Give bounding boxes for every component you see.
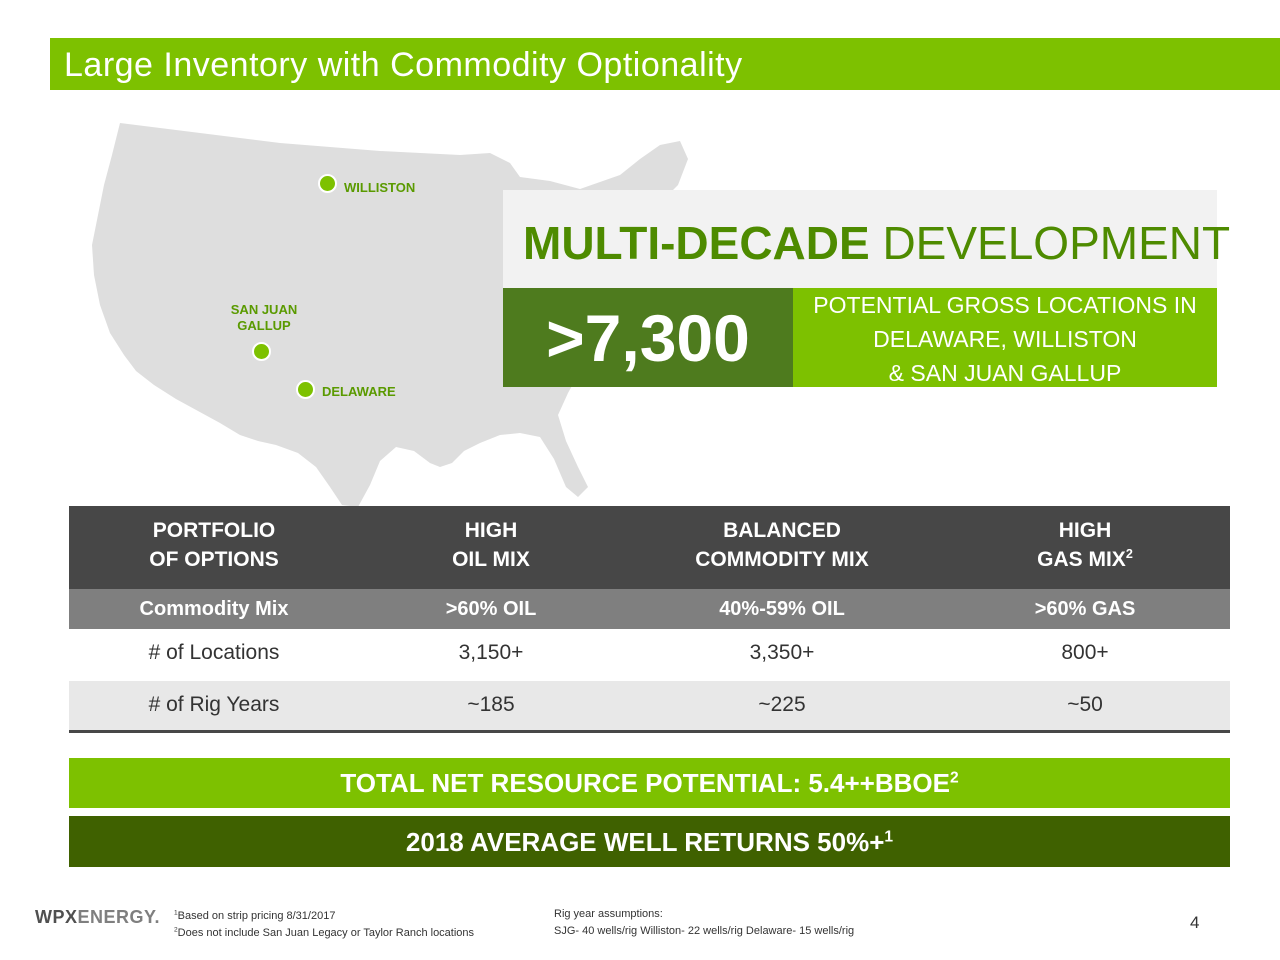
header-high-gas: HIGH GAS MIX2 — [985, 516, 1185, 574]
rig-years-high-oil: ~185 — [467, 693, 515, 716]
header-portfolio-line2: OF OPTIONS — [149, 548, 279, 571]
big-number: >7,300 — [546, 301, 750, 375]
page-title: Large Inventory with Commodity Optionali… — [64, 46, 743, 84]
locations-line-3: & SAN JUAN GALLUP — [888, 360, 1122, 386]
table-row: # of Locations 3,150+ 3,350+ 800+ — [69, 629, 1230, 681]
total-resource-label: TOTAL NET RESOURCE POTENTIAL: 5.4++BBOE — [340, 768, 950, 798]
locations-line-2: DELAWARE, WILLISTON — [873, 326, 1137, 352]
total-resource-sup: 2 — [949, 769, 959, 787]
wpx-energy-logo: WPXENERGY. — [35, 907, 160, 928]
header-high-gas-sup: 2 — [1125, 547, 1133, 561]
delaware-pin — [296, 380, 315, 399]
rig-years-balanced: ~225 — [758, 693, 806, 716]
well-returns-text: 2018 AVERAGE WELL RETURNS 50%+1 — [69, 827, 1230, 858]
footnote-1: 1Based on strip pricing 8/31/2017 — [174, 910, 335, 922]
headline-regular: DEVELOPMENT — [882, 217, 1231, 269]
footnote-2-sup: 2 — [174, 926, 178, 934]
header-portfolio: PORTFOLIO OF OPTIONS — [114, 516, 314, 574]
rig-years-high-gas: ~50 — [1067, 693, 1103, 716]
williston-pin — [318, 174, 337, 193]
total-resource-text: TOTAL NET RESOURCE POTENTIAL: 5.4++BBOE2 — [69, 768, 1230, 799]
commodity-mix-label: Commodity Mix — [139, 598, 289, 620]
williston-label: WILLISTON — [344, 180, 416, 195]
san-juan-pin — [252, 342, 271, 361]
commodity-balanced: 40%-59% OIL — [719, 598, 845, 620]
header-high-gas-line1: HIGH — [1058, 519, 1112, 542]
footnote-2: 2Does not include San Juan Legacy or Tay… — [174, 927, 474, 939]
footnote-1-text: Based on strip pricing 8/31/2017 — [177, 910, 336, 922]
locations-box: POTENTIAL GROSS LOCATIONS IN DELAWARE, W… — [793, 288, 1217, 387]
locations-label: # of Locations — [148, 641, 280, 664]
locations-high-oil: 3,150+ — [458, 641, 524, 664]
well-returns-bar: 2018 AVERAGE WELL RETURNS 50%+1 — [69, 816, 1230, 867]
san-juan-label-line1: SAN JUAN — [230, 302, 298, 317]
table-header: PORTFOLIO OF OPTIONS HIGH OIL MIX BALANC… — [69, 506, 1230, 589]
header-high-gas-line2: GAS MIX2 — [985, 545, 1185, 574]
san-juan-label: SAN JUAN GALLUP — [224, 302, 304, 334]
delaware-label: DELAWARE — [322, 384, 396, 399]
locations-line-1: POTENTIAL GROSS LOCATIONS IN — [813, 292, 1197, 318]
table-row: # of Rig Years ~185 ~225 ~50 — [69, 681, 1230, 733]
commodity-high-oil: >60% OIL — [445, 598, 537, 620]
header-high-oil-line2: OIL MIX — [452, 548, 530, 571]
headline-box: MULTI-DECADE DEVELOPMENT — [503, 190, 1230, 288]
headline: MULTI-DECADE DEVELOPMENT — [523, 216, 1230, 270]
well-returns-label: 2018 AVERAGE WELL RETURNS 50%+ — [405, 827, 885, 857]
header-high-gas-text: GAS MIX — [1037, 548, 1126, 571]
logo-wpx: WPX — [35, 907, 78, 927]
page-number: 4 — [1190, 913, 1200, 932]
header-portfolio-line1: PORTFOLIO — [152, 519, 276, 542]
header-balanced-line2: COMMODITY MIX — [695, 548, 869, 571]
footnote-2-text: Does not include San Juan Legacy or Tayl… — [177, 927, 475, 939]
locations-balanced: 3,350+ — [749, 641, 815, 664]
commodity-mix-row: Commodity Mix >60% OIL 40%-59% OIL >60% … — [69, 589, 1230, 629]
total-resource-bar: TOTAL NET RESOURCE POTENTIAL: 5.4++BBOE2 — [69, 758, 1230, 808]
header-high-oil: HIGH OIL MIX — [391, 516, 591, 574]
logo-energy: ENERGY. — [77, 907, 161, 927]
rig-assumptions-title: Rig year assumptions: — [554, 908, 663, 920]
title-bar: Large Inventory with Commodity Optionali… — [50, 38, 1280, 90]
san-juan-label-line2: GALLUP — [237, 318, 291, 333]
rig-assumptions-detail: SJG- 40 wells/rig Williston- 22 wells/ri… — [554, 925, 855, 937]
big-number-box: >7,300 — [503, 288, 793, 387]
header-high-oil-line1: HIGH — [464, 519, 518, 542]
rig-years-label: # of Rig Years — [148, 693, 280, 716]
header-balanced: BALANCED COMMODITY MIX — [632, 516, 932, 574]
commodity-high-gas: >60% GAS — [1034, 598, 1136, 620]
headline-bold: MULTI-DECADE — [523, 217, 870, 269]
footnote-1-sup: 1 — [174, 909, 178, 917]
well-returns-sup: 1 — [884, 828, 894, 846]
locations-high-gas: 800+ — [1061, 641, 1109, 664]
header-balanced-line1: BALANCED — [723, 519, 841, 542]
